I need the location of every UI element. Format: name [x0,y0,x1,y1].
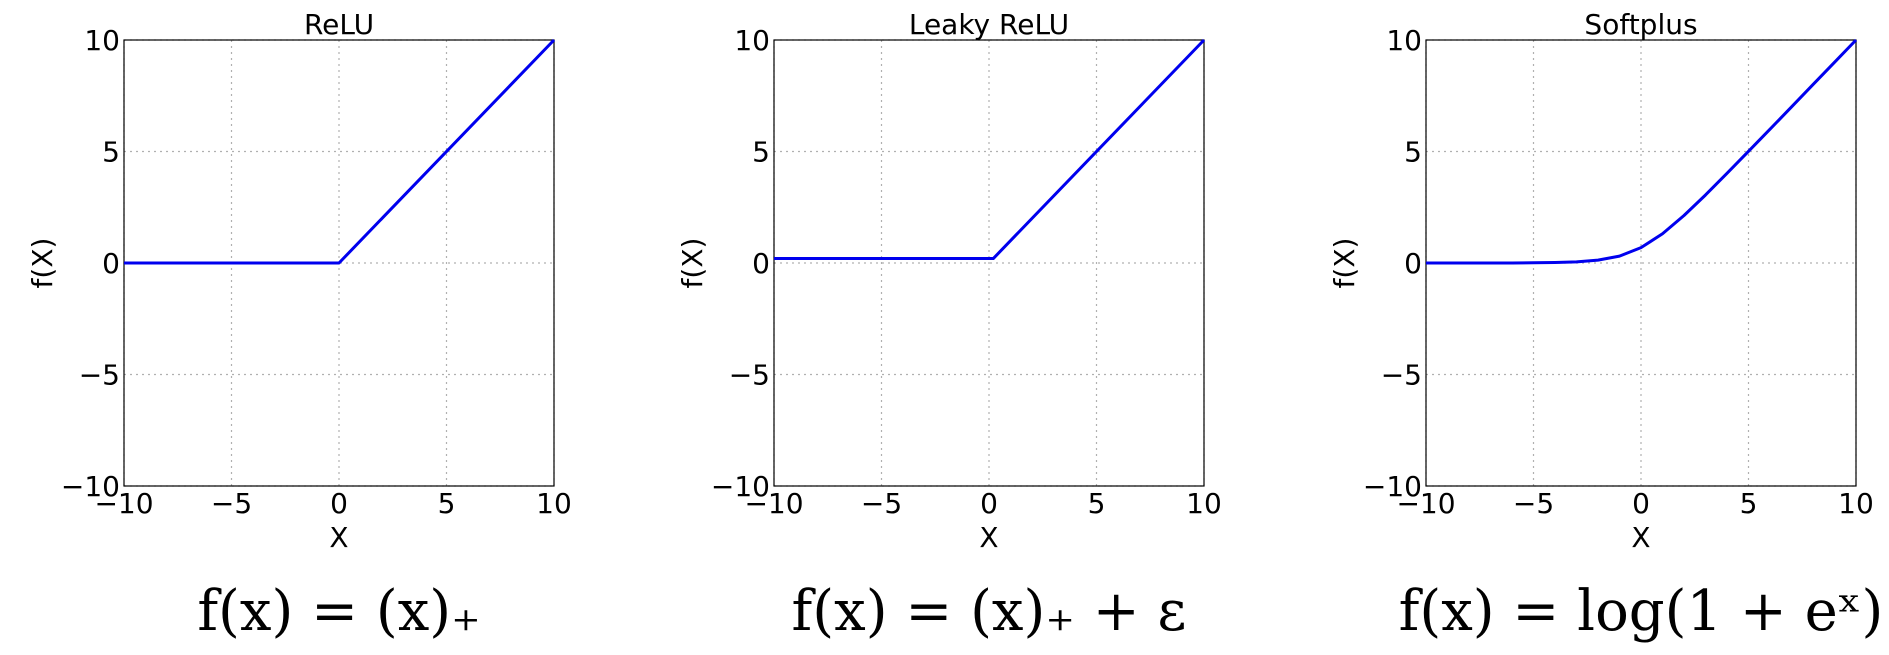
y-tick-label: 0 [752,247,770,280]
x-tick-label: 5 [438,487,456,520]
y-tick-label: −5 [1381,359,1422,392]
x-axis-label: X [1631,521,1650,554]
y-tick-label: 10 [1386,24,1422,57]
chart-panel-2: Leaky ReLU −10 −5 0 5 10 10 5 0 −5 −10 Xf(X) f(x) = … [676,8,1222,644]
y-tick-label: 10 [84,24,120,57]
x-axis-label: X [979,521,998,554]
x-tick-label: 0 [980,487,998,520]
y-tick-label: −5 [729,359,770,392]
y-tick-label: 0 [1404,247,1422,280]
y-tick-label: 0 [102,247,120,280]
formula: f(x) = (x)₊ [197,579,480,644]
x-tick-label: −5 [211,487,252,520]
formula: f(x) = (x)₊ + ε [792,579,1187,644]
chart-panel-1: ReLU −10 −5 0 5 10 10 5 0 −5 −10 Xf(X) f(x) = (x)₊ [26,8,572,644]
x-tick-label: −10 [1396,487,1455,520]
x-tick-label: 0 [1632,487,1650,520]
chart-panel-3: Softplus −10 −5 0 5 10 10 5 0 −5 −10 Xf(X) f(x) = lo… [1328,8,1883,644]
series-line [1426,38,1858,265]
plot-frame [773,39,1205,487]
y-tick-label: −10 [61,470,120,503]
x-tick-label: 5 [1088,487,1106,520]
y-axis-label: f(X) [676,238,709,289]
x-tick-label: 5 [1740,487,1758,520]
chart-title: ReLU [304,8,374,41]
x-tick-label: −5 [861,487,902,520]
y-tick-label: 5 [752,136,770,169]
series-line [124,38,556,265]
x-tick-label: −10 [744,487,803,520]
y-axis-label: f(X) [1328,238,1361,289]
y-axis-label: f(X) [26,238,59,289]
y-tick-label: −10 [1363,470,1422,503]
x-tick-label: −5 [1513,487,1554,520]
y-tick-label: 5 [1404,136,1422,169]
formula: f(x) = log(1 + eˣ) [1399,579,1884,644]
x-tick-label: 10 [1186,487,1222,520]
x-tick-label: 10 [536,487,572,520]
x-tick-label: 0 [330,487,348,520]
y-tick-label: 10 [734,24,770,57]
y-tick-label: −10 [711,470,770,503]
chart-title: Leaky ReLU [909,8,1069,41]
x-axis-label: X [329,521,348,554]
chart-title: Softplus [1584,8,1697,41]
x-tick-label: 10 [1838,487,1874,520]
series-line [774,38,1206,261]
x-tick-label: −10 [94,487,153,520]
y-tick-label: −5 [79,359,120,392]
y-tick-label: 5 [102,136,120,169]
